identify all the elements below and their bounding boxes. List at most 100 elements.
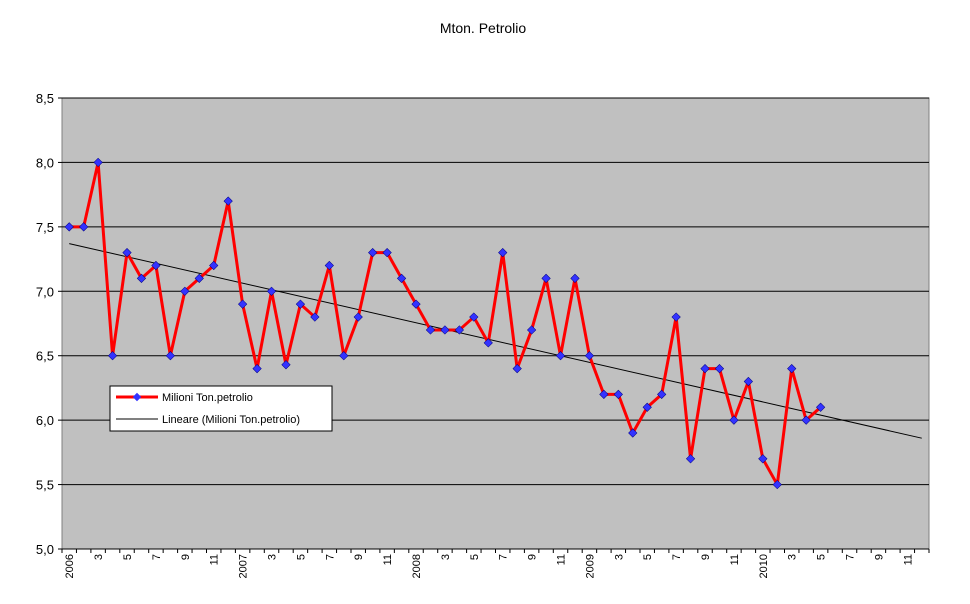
data-point (339, 351, 349, 361)
y-tick-label: 8,0 (36, 155, 54, 170)
x-tick-label: 7 (324, 554, 336, 560)
series-milioni-ton-petrolio (64, 157, 826, 490)
x-tick-label: 7 (671, 554, 683, 560)
legend-label-series-1: Milioni Ton.petrolio (162, 392, 253, 404)
data-point (714, 364, 725, 374)
x-tick-label: 9 (180, 554, 192, 560)
y-tick-label: 8,5 (36, 91, 54, 106)
data-point (281, 360, 291, 370)
x-tick-label: 5 (122, 554, 134, 560)
data-point (396, 273, 407, 283)
data-point (469, 312, 479, 322)
data-point (136, 273, 147, 283)
legend-label-trendline: Lineare (Milioni Ton.petrolio) (162, 414, 300, 426)
data-point (743, 376, 753, 387)
data-point (353, 312, 363, 322)
data-point (238, 299, 248, 309)
x-tick-label: 3 (93, 554, 105, 560)
y-tick-label: 6,0 (36, 413, 54, 428)
data-point (758, 454, 768, 464)
x-tick-label: 11 (209, 554, 221, 565)
data-point (266, 286, 277, 296)
data-point (425, 325, 436, 335)
data-point (729, 415, 739, 425)
data-point (657, 389, 667, 399)
data-point (454, 325, 464, 335)
data-point (295, 299, 306, 309)
data-point (151, 260, 161, 271)
data-point (512, 364, 522, 374)
x-tick-label: 3 (613, 554, 625, 560)
data-point (816, 402, 826, 412)
x-tick-label: 5 (295, 554, 307, 560)
data-point (584, 351, 595, 361)
x-tick-label: 9 (873, 554, 885, 560)
x-tick-label: 9 (527, 554, 539, 560)
x-tick-label: 3 (787, 554, 799, 560)
data-point (440, 325, 450, 335)
chart-title: Mton. Petrolio (440, 20, 527, 36)
y-tick-label: 7,5 (36, 220, 54, 235)
data-point (685, 454, 696, 464)
data-point (541, 273, 551, 283)
data-point (93, 157, 103, 168)
x-tick-label: 2009 (584, 554, 596, 578)
data-point (310, 312, 320, 322)
data-point (165, 351, 175, 361)
x-tick-label: 5 (469, 554, 481, 560)
x-tick-label: 2007 (238, 554, 250, 578)
y-tick-label: 5,0 (36, 542, 54, 557)
y-tick-label: 6,5 (36, 349, 54, 364)
x-tick-label: 11 (382, 554, 394, 565)
data-point (628, 428, 638, 438)
y-tick-label: 5,5 (36, 478, 54, 493)
data-point (613, 389, 623, 399)
data-point (671, 312, 681, 322)
data-point (787, 364, 797, 374)
x-tick-label: 9 (353, 554, 365, 560)
trendline-path (69, 243, 922, 439)
data-point (527, 325, 537, 335)
legend: Milioni Ton.petrolio Lineare (Milioni To… (109, 385, 333, 432)
data-point (599, 389, 609, 399)
data-point (324, 260, 334, 271)
x-axis: 2006 3 5 7 9 11 2007 3 5 7 9 11 2008 3 5 7 9 11 2009 3 5 7 9 11… (61, 548, 930, 578)
data-point (368, 248, 378, 258)
x-tick-label: 11 (556, 554, 568, 565)
x-tick-label: 7 (845, 554, 857, 560)
data-point (209, 260, 219, 271)
x-tick-label: 5 (816, 554, 828, 560)
data-point (570, 273, 580, 283)
x-tick-label: 2006 (64, 554, 76, 578)
data-point (642, 402, 652, 412)
x-tick-label: 2008 (411, 554, 423, 578)
data-point (772, 479, 782, 490)
y-tick-label: 7,0 (36, 284, 54, 299)
data-point (700, 364, 710, 374)
data-point (223, 196, 233, 206)
x-tick-label: 11 (902, 554, 914, 565)
x-tick-label: 3 (440, 554, 452, 560)
y-axis: 5,0 5,5 6,0 6,5 7,0 7,5 8,0 8,5 (36, 91, 62, 557)
data-point (411, 299, 421, 309)
legend-box (109, 385, 333, 432)
x-tick-label: 5 (642, 554, 654, 560)
data-point (122, 248, 132, 258)
data-point (180, 286, 190, 296)
data-point (498, 248, 508, 258)
x-tick-label: 9 (700, 554, 712, 560)
data-point (382, 248, 392, 258)
data-point (252, 364, 262, 374)
data-point (483, 338, 493, 348)
data-point (79, 222, 89, 232)
data-point (801, 415, 811, 425)
data-point (107, 351, 118, 361)
data-point (555, 351, 566, 361)
x-tick-label: 7 (498, 554, 510, 560)
x-tick-label: 2010 (758, 554, 770, 578)
x-tick-label: 7 (151, 554, 163, 560)
data-point (64, 222, 74, 232)
trendline (69, 243, 922, 439)
x-tick-label: 3 (267, 554, 279, 560)
